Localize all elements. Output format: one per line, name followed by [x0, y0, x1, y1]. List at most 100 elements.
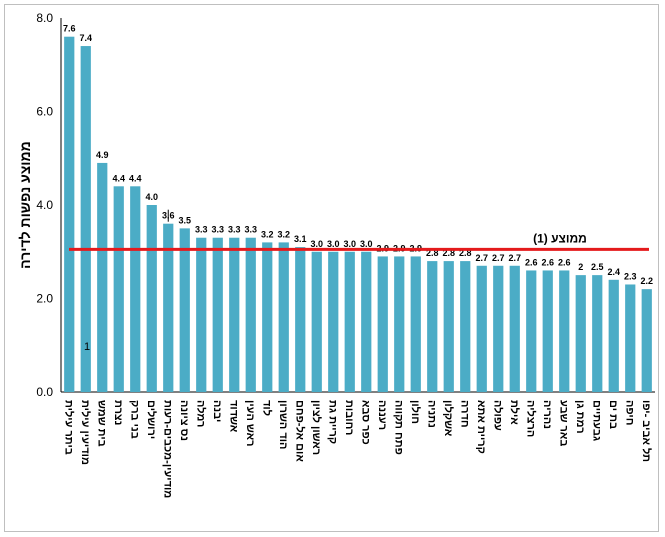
category-label: אשקלון	[442, 400, 455, 437]
category-label: נתניה	[425, 400, 437, 428]
bar	[97, 162, 108, 392]
category-label: ביתר עילית	[62, 400, 75, 455]
data-label: 2	[578, 262, 583, 272]
category-label: כפר סבא	[359, 400, 371, 445]
bar	[493, 265, 504, 392]
category-label: מודיעין עילית	[79, 400, 92, 465]
data-label: 2.6	[558, 257, 571, 267]
category-label: נצרת	[112, 400, 124, 425]
category-label: חיפה	[623, 400, 635, 425]
data-label: 2.5	[591, 262, 604, 272]
y-tick-label: 2.0	[36, 292, 53, 306]
data-label: 2.6	[525, 257, 538, 267]
y-tick-label: 0.0	[36, 385, 53, 399]
data-label: 3.3	[228, 225, 241, 235]
bar	[262, 242, 273, 392]
bar	[559, 270, 570, 392]
category-label: אילת	[508, 400, 521, 425]
category-label: אום אל-פחם	[293, 400, 306, 462]
data-label: 3.0	[343, 239, 356, 249]
footnote-marker: 1	[84, 341, 90, 353]
bar	[476, 265, 487, 392]
category-label: קריית אתא	[475, 400, 487, 454]
data-label: 3.2	[261, 229, 274, 239]
category-label: בני ברק	[128, 400, 140, 439]
category-label: בית שמש	[95, 400, 107, 447]
bar	[427, 261, 438, 392]
bar	[608, 279, 619, 392]
bar	[575, 275, 586, 392]
data-label: 2.7	[492, 253, 505, 263]
bar	[163, 223, 174, 392]
bar	[113, 186, 124, 392]
bar	[130, 186, 141, 392]
category-label: רמת גן	[574, 400, 586, 434]
category-label: עפולה	[491, 400, 504, 431]
bar	[229, 237, 240, 392]
bar	[278, 242, 289, 392]
data-label: 3.2	[277, 229, 290, 239]
data-label: 7.4	[79, 33, 92, 43]
average-line-label: ממוצע (1)	[533, 231, 587, 245]
category-label: יבנה	[211, 400, 223, 422]
data-label: 3.0	[327, 239, 340, 249]
bar	[460, 261, 471, 392]
bar	[196, 237, 207, 392]
data-label: 7.6	[63, 24, 76, 34]
bar	[212, 237, 223, 392]
bar	[377, 256, 388, 392]
category-label: באר שבע	[557, 400, 569, 446]
y-axis-title: ממוצע נפשות לדירה	[17, 141, 33, 269]
category-label: הרצליה	[524, 400, 537, 437]
data-label: 2.3	[624, 271, 637, 281]
data-label: 3.1	[294, 234, 307, 244]
category-label: נס ציונה	[178, 400, 190, 441]
category-label: קריית גת	[326, 400, 338, 444]
category-label: אשדוד	[227, 400, 239, 433]
data-label: 3.3	[211, 225, 224, 235]
category-label: הוד השרון	[277, 400, 289, 449]
y-tick-label: 6.0	[36, 105, 53, 119]
category-label: חולון	[409, 400, 422, 424]
bar	[526, 270, 537, 392]
data-label: 4.4	[112, 173, 125, 183]
bar	[80, 46, 91, 393]
category-label: חדרה	[458, 400, 470, 428]
data-label: 2.8	[426, 248, 439, 258]
data-label: 3.0	[310, 239, 323, 249]
bar	[245, 237, 256, 392]
data-label: 3.5	[178, 215, 191, 225]
bar	[443, 261, 454, 392]
data-label: 4.0	[145, 192, 158, 202]
data-label: 2.6	[541, 257, 554, 267]
category-label: גבעתיים	[590, 400, 602, 441]
bar	[542, 270, 553, 392]
data-label: 2.7	[475, 253, 488, 263]
bar	[394, 256, 405, 392]
category-label: תל אביב -יפו	[640, 400, 653, 462]
category-label: לוד	[260, 400, 273, 416]
bar	[311, 251, 322, 392]
data-label: 4.4	[129, 173, 142, 183]
bar	[344, 251, 355, 392]
bar	[641, 289, 652, 392]
bar	[179, 228, 190, 392]
category-label: נהריה	[541, 400, 553, 429]
category-label: ירושלים	[145, 400, 158, 439]
bar	[592, 275, 603, 392]
category-label: ראש העין	[244, 400, 256, 446]
data-label: 3.0	[360, 239, 373, 249]
data-label: 2.8	[442, 248, 455, 258]
bar	[146, 205, 157, 392]
data-label: 2.4	[607, 267, 620, 277]
category-label: מודיעין-מכבים-רעות	[161, 400, 173, 498]
category-label: רמלה	[194, 400, 207, 427]
category-label: ראשון לציון	[310, 400, 323, 455]
category-label: בת ים	[607, 400, 619, 429]
bar	[64, 36, 75, 392]
category-label: רחובות	[343, 400, 355, 435]
category-label: פתח תקווה	[392, 400, 404, 455]
data-label: 3.3	[195, 225, 208, 235]
bar	[625, 284, 636, 392]
